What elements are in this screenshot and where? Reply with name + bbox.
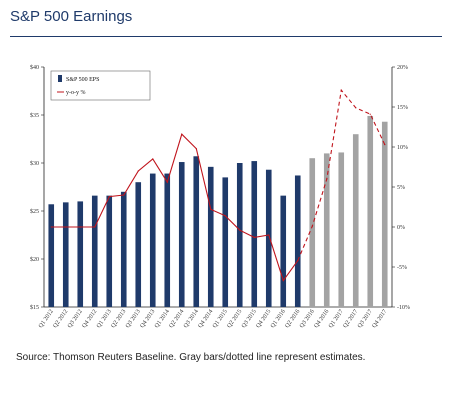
eps-bar: [309, 158, 316, 307]
eps-bar: [381, 121, 388, 307]
left-tick-label: $35: [30, 112, 39, 119]
eps-bar: [77, 201, 84, 307]
title-divider: [10, 36, 442, 37]
yoy-point: [369, 113, 371, 115]
eps-bar: [62, 202, 69, 307]
yoy-point: [224, 215, 226, 217]
eps-bar: [251, 161, 258, 307]
yoy-point: [123, 194, 125, 196]
yoy-line-actual: [51, 133, 299, 282]
right-tick-label: 15%: [397, 105, 408, 111]
yoy-point: [195, 148, 197, 150]
yoy-point: [282, 280, 284, 282]
left-tick-label: $30: [30, 160, 39, 167]
yoy-point: [152, 158, 154, 160]
legend-label-yoy: y-o-y %: [66, 90, 86, 96]
yoy-point: [239, 229, 241, 231]
yoy-point: [326, 178, 328, 180]
yoy-point: [253, 236, 255, 238]
x-tick-label: Q4 2017: [372, 309, 389, 330]
yoy-point: [65, 226, 67, 228]
left-tick-label: $15: [30, 304, 39, 311]
yoy-point: [384, 144, 386, 146]
right-tick-label: -10%: [397, 305, 410, 311]
yoy-point: [355, 107, 357, 109]
yoy-point: [297, 260, 299, 262]
right-tick-label: 20%: [397, 65, 408, 71]
yoy-point: [79, 226, 81, 228]
axes-layer: $15 $20 $25 $30 $35 $40 -10% -5% 0% 5% 10% 15% 20%: [30, 64, 410, 311]
eps-bar: [207, 166, 214, 307]
eps-bar: [149, 173, 156, 307]
legend-label-eps: S&P 500 EPS: [66, 77, 99, 83]
eps-bar: [265, 169, 272, 307]
eps-bar: [91, 195, 98, 307]
left-tick-label: $20: [30, 256, 39, 263]
yoy-point: [340, 89, 342, 91]
chart-title: S&P 500 Earnings: [10, 8, 133, 25]
eps-bar: [323, 153, 330, 307]
yoy-point: [181, 133, 183, 135]
yoy-point: [268, 234, 270, 236]
eps-bar: [135, 182, 142, 307]
yoy-point: [94, 226, 96, 228]
yoy-point: [311, 225, 313, 227]
eps-bar: [294, 175, 301, 307]
yoy-point: [50, 226, 52, 228]
eps-bar: [164, 173, 171, 307]
legend-swatch-eps: [58, 75, 62, 82]
right-tick-label: 10%: [397, 145, 408, 151]
eps-bar: [236, 163, 243, 307]
yoy-point: [137, 170, 139, 172]
eps-bar: [106, 195, 113, 307]
left-tick-label: $40: [30, 64, 39, 71]
legend-box: [50, 70, 151, 101]
yoy-point: [108, 196, 110, 198]
eps-bar: [120, 191, 127, 307]
yoy-line-layer: [50, 88, 386, 282]
eps-bar: [352, 134, 359, 307]
right-tick-label: -5%: [397, 265, 407, 271]
eps-bar: [338, 152, 345, 307]
earnings-chart: $15 $20 $25 $30 $35 $40 -10% -5% 0% 5% 10% 15% 20% Q…: [30, 64, 410, 330]
eps-bar: [178, 162, 185, 307]
yoy-point: [210, 208, 212, 210]
eps-bar: [367, 115, 374, 308]
eps-bar: [280, 195, 287, 307]
yoy-point: [166, 181, 168, 183]
right-tick-label: 0%: [397, 225, 405, 231]
source-note: Source: Thomson Reuters Baseline. Gray b…: [16, 352, 366, 363]
eps-bar: [193, 156, 200, 307]
eps-bar: [222, 177, 229, 307]
legend: S&P 500 EPS y-o-y %: [50, 70, 151, 101]
left-tick-label: $25: [30, 208, 39, 215]
eps-bar: [48, 204, 55, 307]
bars-layer: [48, 115, 388, 308]
right-tick-label: 5%: [397, 185, 405, 191]
